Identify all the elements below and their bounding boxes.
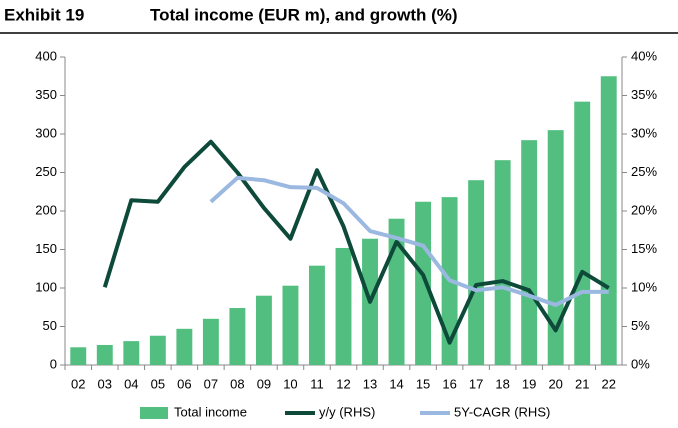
bar xyxy=(574,101,591,365)
x-tick-label: 14 xyxy=(389,376,403,391)
x-tick-label: 15 xyxy=(416,376,430,391)
x-tick-label: 18 xyxy=(495,376,509,391)
bar xyxy=(70,347,87,365)
legend-label: 5Y-CAGR (RHS) xyxy=(454,404,550,419)
bar xyxy=(335,247,352,365)
y-tick-label: 200 xyxy=(35,202,57,217)
y-tick-label: 350 xyxy=(35,87,57,102)
exhibit-label: Exhibit 19 xyxy=(4,5,84,24)
legend-swatch xyxy=(140,407,168,419)
bar xyxy=(468,180,485,365)
x-tick-label: 21 xyxy=(575,376,589,391)
bar xyxy=(309,265,325,365)
bar xyxy=(123,341,140,365)
y2-tick-label: 20% xyxy=(631,202,657,217)
x-tick-label: 20 xyxy=(548,376,562,391)
x-tick-label: 02 xyxy=(71,376,85,391)
x-tick-label: 22 xyxy=(602,376,616,391)
bar xyxy=(282,285,299,365)
bar xyxy=(494,160,511,365)
y2-tick-label: 40% xyxy=(631,48,657,63)
x-tick-label: 17 xyxy=(469,376,483,391)
y2-tick-label: 10% xyxy=(631,279,657,294)
y-tick-label: 300 xyxy=(35,125,57,140)
y-tick-label: 100 xyxy=(35,279,57,294)
legend-label: Total income xyxy=(174,404,247,419)
x-tick-label: 16 xyxy=(442,376,456,391)
bar xyxy=(415,201,432,365)
bar xyxy=(176,328,193,365)
bar xyxy=(521,140,538,365)
y-tick-label: 250 xyxy=(35,164,57,179)
x-tick-label: 04 xyxy=(124,376,138,391)
x-tick-label: 13 xyxy=(363,376,377,391)
line xyxy=(102,139,610,345)
x-tick-label: 12 xyxy=(336,376,350,391)
x-tick-label: 06 xyxy=(177,376,191,391)
bar xyxy=(229,308,246,365)
bar xyxy=(149,335,166,365)
y2-tick-label: 30% xyxy=(631,125,657,140)
x-tick-label: 05 xyxy=(151,376,165,391)
y-tick-label: 150 xyxy=(35,241,57,256)
y2-tick-label: 5% xyxy=(631,318,650,333)
x-tick-label: 10 xyxy=(283,376,297,391)
y2-tick-label: 15% xyxy=(631,241,657,256)
x-tick-label: 09 xyxy=(257,376,271,391)
y-tick-label: 50 xyxy=(43,318,57,333)
bar xyxy=(547,130,564,365)
y2-tick-label: 0% xyxy=(631,356,650,371)
y-tick-label: 0 xyxy=(50,356,57,371)
bar xyxy=(96,344,113,365)
x-tick-label: 19 xyxy=(522,376,536,391)
legend-label: y/y (RHS) xyxy=(319,404,375,419)
x-tick-label: 11 xyxy=(310,376,324,391)
bar xyxy=(202,318,219,365)
y2-tick-label: 25% xyxy=(631,164,657,179)
line xyxy=(209,175,609,307)
y2-tick-label: 35% xyxy=(631,87,657,102)
x-tick-label: 03 xyxy=(98,376,112,391)
x-tick-label: 08 xyxy=(230,376,244,391)
bar xyxy=(600,76,617,365)
x-tick-label: 07 xyxy=(204,376,218,391)
bar xyxy=(255,295,272,365)
chart-title: Total income (EUR m), and growth (%) xyxy=(150,5,458,24)
y-tick-label: 400 xyxy=(35,48,57,63)
